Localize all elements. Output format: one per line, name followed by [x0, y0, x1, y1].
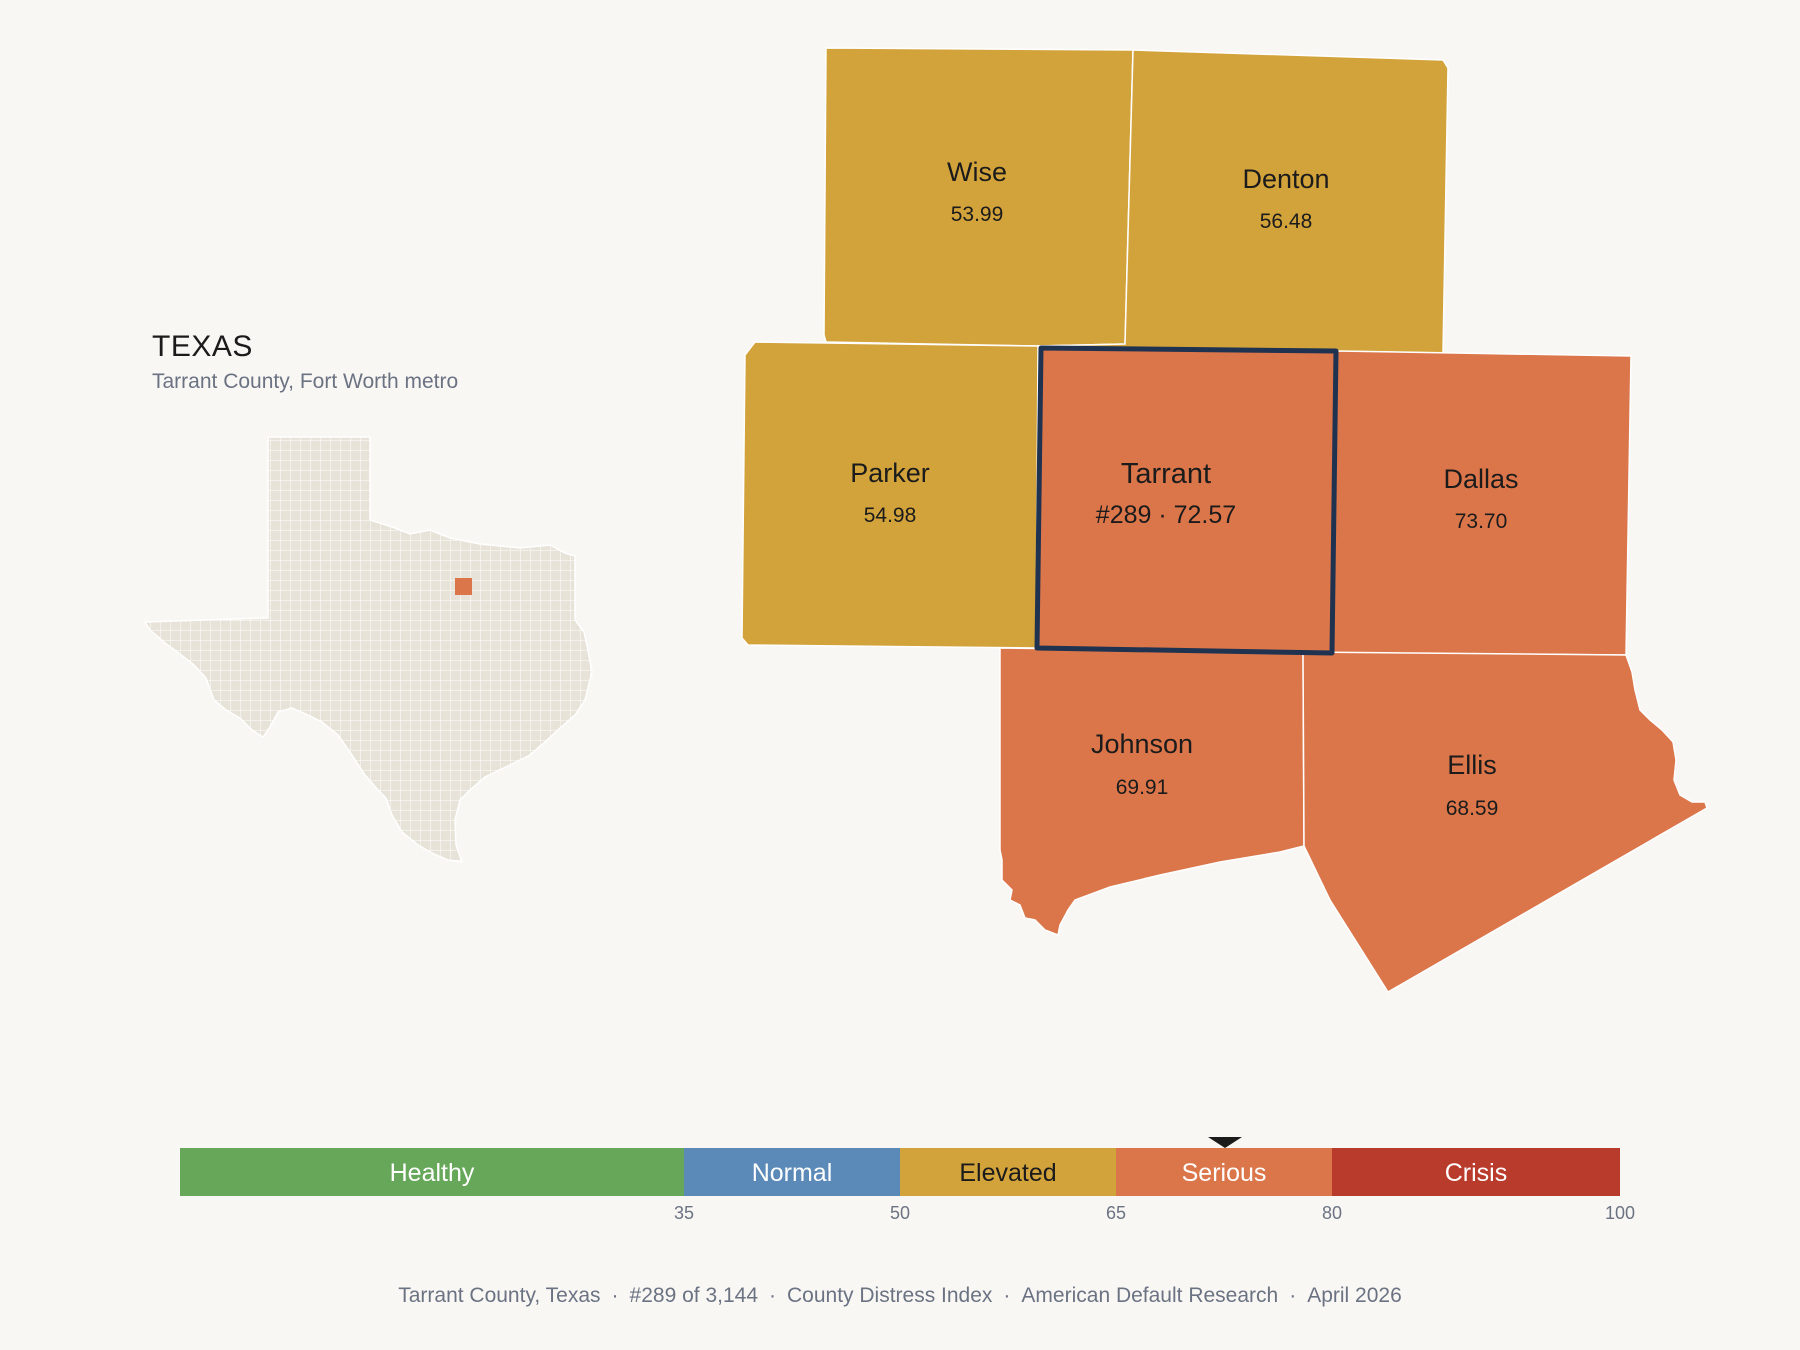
county-dallas[interactable]: Dallas 73.70 [1331, 350, 1632, 656]
county-wise[interactable]: Wise 53.99 [823, 47, 1134, 347]
county-name: Wise [947, 157, 1007, 187]
footer-separator: · [1003, 1284, 1011, 1307]
county-tarrant[interactable]: Tarrant #289 · 72.57 [1034, 345, 1339, 656]
county-value: 69.91 [1116, 776, 1169, 799]
county-value: 68.59 [1446, 797, 1499, 820]
county-rank-value: #289 · 72.57 [1096, 501, 1236, 529]
footer-county: Tarrant County, Texas [398, 1284, 601, 1307]
county-johnson[interactable]: Johnson 69.91 [999, 647, 1305, 937]
county-value: 56.48 [1260, 210, 1313, 233]
footer-index-name: County Distress Index [787, 1284, 993, 1307]
footer-rank: #289 of 3,144 [629, 1284, 758, 1307]
footer-separator: · [611, 1284, 619, 1307]
county-name: Parker [850, 458, 930, 488]
state-inset-label: TEXAS Tarrant County, Fort Worth metro [152, 330, 458, 394]
county-parker[interactable]: Parker 54.98 [741, 341, 1039, 649]
selected-county-outline [1034, 345, 1339, 656]
state-name: TEXAS [152, 330, 253, 363]
county-ellis[interactable]: Ellis 68.59 [1302, 651, 1708, 994]
footer: Tarrant County, Texas · #289 of 3,144 · Coun… [0, 1284, 1800, 1308]
county-value: 54.98 [864, 504, 917, 527]
county-name: Dallas [1443, 464, 1518, 494]
footer-date: April 2026 [1307, 1284, 1402, 1307]
county-name: Denton [1242, 164, 1329, 194]
footer-separator: · [1289, 1284, 1297, 1307]
footer-separator: · [769, 1284, 776, 1307]
county-value: 53.99 [951, 203, 1004, 226]
county-denton[interactable]: Denton 56.48 [1036, 49, 1449, 354]
footer-organization: American Default Research [1021, 1284, 1279, 1307]
county-name: Tarrant [1121, 458, 1211, 490]
county-name: Johnson [1091, 729, 1193, 759]
county-name: Ellis [1447, 750, 1497, 780]
state-subtitle: Tarrant County, Fort Worth metro [152, 370, 459, 393]
county-value: 73.70 [1455, 510, 1508, 533]
